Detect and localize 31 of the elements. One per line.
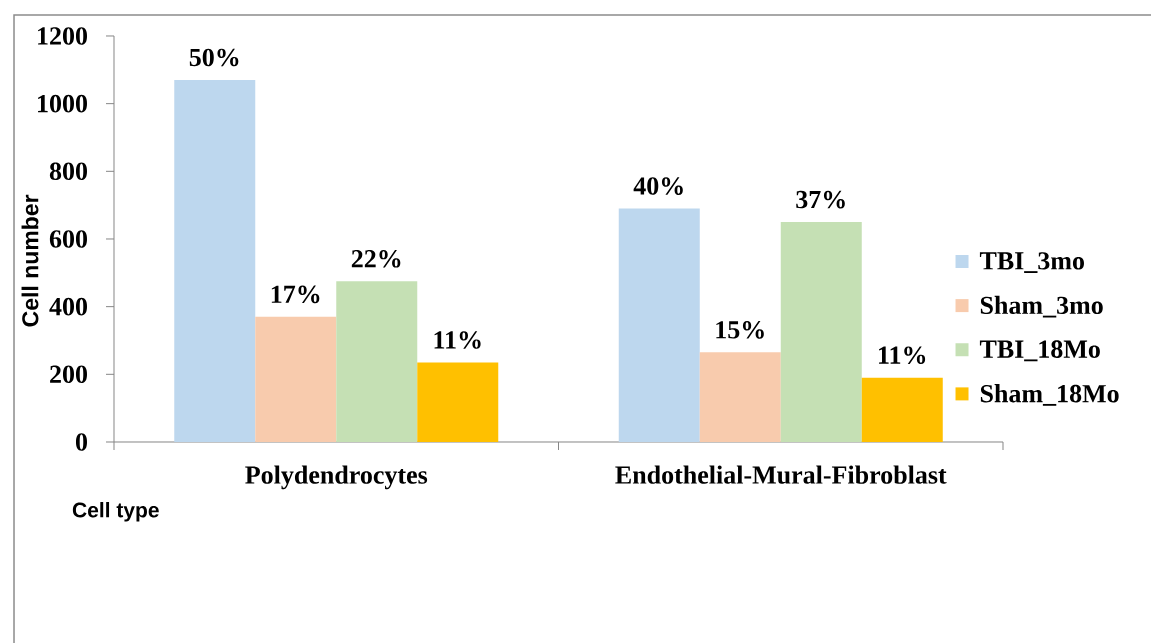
legend-label: Sham_3mo [980,295,1103,318]
y-tick-label: 200 [50,365,87,384]
y-tick-label: 600 [49,230,87,248]
annotation: 37% [796,190,845,209]
y-axis-title: Cell number [21,194,39,327]
bar [417,362,499,442]
x-tick-label: Endothelial-Mural-Fibroblast [615,465,947,484]
legend-label: TBI_18Mo [979,340,1100,362]
bar [861,377,943,442]
annotation: 40% [633,177,683,195]
annotation: 50% [189,48,239,67]
y-tick-label: 1200 [38,27,87,45]
bar [174,79,256,442]
bar [618,208,700,442]
bar [699,352,781,442]
bar [255,316,337,442]
bar [780,222,862,442]
annotation: 11% [434,331,481,349]
y-tick-label: 400 [49,297,87,316]
legend-label: TBI_3mo [979,252,1084,273]
y-tick-label: 800 [49,162,87,181]
annotation: 22% [351,249,401,268]
annotation: 11% [879,346,926,365]
legend-label: Sham_18Mo [980,384,1119,406]
annotation: 17% [271,285,320,304]
y-tick-label: 1000 [38,94,87,113]
x-tick-label: Polydendrocytes [245,465,428,490]
x-axis-title: Cell type [72,502,159,522]
bar [336,281,418,442]
y-tick-label: 0 [75,433,87,451]
annotation: 15% [716,321,764,339]
